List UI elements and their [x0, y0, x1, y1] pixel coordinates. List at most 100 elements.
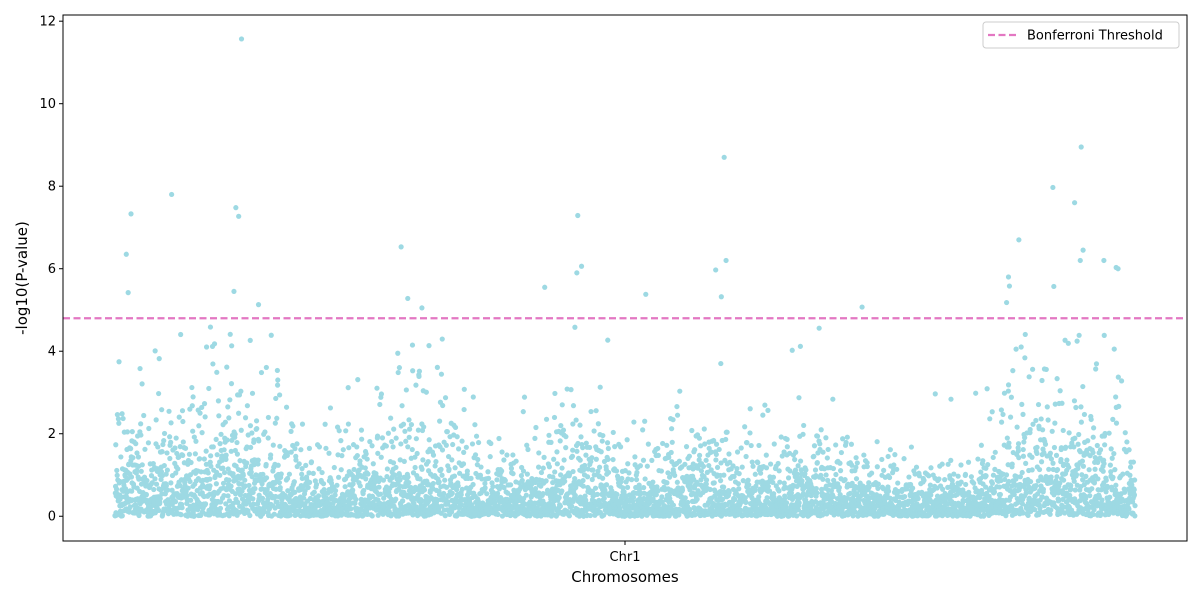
data-point	[415, 427, 421, 433]
data-point	[558, 423, 564, 429]
data-point	[703, 477, 710, 483]
data-point	[129, 488, 135, 494]
data-point	[494, 490, 501, 497]
data-point	[789, 347, 795, 353]
data-point	[163, 471, 169, 477]
data-point	[894, 466, 900, 472]
data-point	[457, 470, 463, 476]
data-point	[492, 499, 498, 505]
data-point	[201, 456, 207, 462]
data-point	[384, 466, 390, 472]
data-point	[290, 423, 296, 429]
data-point	[830, 465, 837, 472]
data-point	[161, 430, 168, 437]
data-point	[742, 495, 748, 501]
data-point	[439, 447, 446, 453]
data-point	[1106, 430, 1112, 436]
data-point	[1054, 467, 1061, 473]
data-point	[609, 488, 615, 494]
data-point	[814, 459, 820, 466]
data-point	[322, 421, 328, 427]
data-point	[306, 445, 313, 451]
data-point	[274, 415, 280, 421]
data-point	[870, 491, 876, 497]
data-point	[376, 484, 382, 490]
data-point	[193, 438, 199, 444]
data-point	[989, 409, 995, 415]
data-point	[961, 498, 967, 504]
data-point	[1045, 417, 1051, 423]
data-point	[299, 471, 305, 477]
data-point	[494, 477, 500, 483]
data-point	[305, 484, 311, 491]
data-point	[584, 474, 591, 480]
data-point	[425, 498, 431, 505]
data-point	[1053, 452, 1060, 458]
data-point	[887, 447, 893, 453]
data-point	[948, 457, 954, 463]
data-point	[875, 485, 881, 491]
data-point	[570, 403, 577, 409]
data-point	[1064, 457, 1070, 463]
data-point	[1015, 448, 1021, 454]
data-point	[1052, 420, 1058, 426]
data-point	[703, 481, 709, 487]
data-point	[401, 458, 407, 464]
data-point	[225, 493, 231, 499]
data-point	[464, 468, 470, 474]
data-point	[1052, 401, 1058, 407]
data-point	[666, 474, 673, 480]
data-point	[548, 439, 554, 445]
data-point	[1116, 403, 1122, 409]
data-point	[217, 472, 223, 478]
data-point	[238, 427, 244, 433]
data-point	[975, 456, 981, 462]
data-point	[744, 440, 750, 446]
data-point	[275, 462, 281, 468]
data-point	[1097, 447, 1104, 453]
data-point	[272, 420, 278, 426]
data-point	[395, 369, 401, 376]
data-point	[259, 495, 266, 501]
data-point	[523, 492, 529, 498]
data-point	[196, 423, 202, 429]
data-point	[130, 455, 136, 461]
data-point	[439, 503, 445, 509]
data-point	[1103, 477, 1109, 483]
data-point	[589, 455, 595, 461]
data-point	[152, 476, 158, 482]
data-point	[485, 469, 491, 475]
data-point	[1088, 416, 1094, 423]
data-point	[175, 466, 181, 472]
data-point	[726, 451, 732, 457]
data-point	[951, 471, 957, 477]
data-point	[388, 415, 394, 421]
data-point	[572, 324, 578, 330]
data-point	[353, 496, 359, 503]
data-point	[191, 513, 198, 519]
data-point	[916, 473, 922, 479]
data-point	[287, 512, 293, 518]
data-point	[550, 474, 556, 480]
data-point	[164, 450, 170, 456]
data-point	[1122, 489, 1128, 495]
data-point	[227, 397, 233, 403]
data-point	[519, 477, 525, 484]
data-point	[439, 336, 445, 342]
data-point	[556, 495, 562, 501]
data-point	[701, 426, 707, 432]
data-point	[720, 496, 726, 502]
data-point	[840, 436, 846, 442]
data-point	[738, 445, 744, 451]
data-point	[440, 402, 446, 409]
data-point	[968, 474, 974, 480]
data-point	[409, 446, 415, 453]
data-point	[670, 502, 677, 508]
data-point	[786, 450, 793, 456]
data-point	[1006, 444, 1012, 450]
data-point	[173, 435, 179, 441]
data-point	[926, 473, 932, 479]
data-point	[1080, 383, 1086, 390]
data-point	[814, 433, 821, 439]
